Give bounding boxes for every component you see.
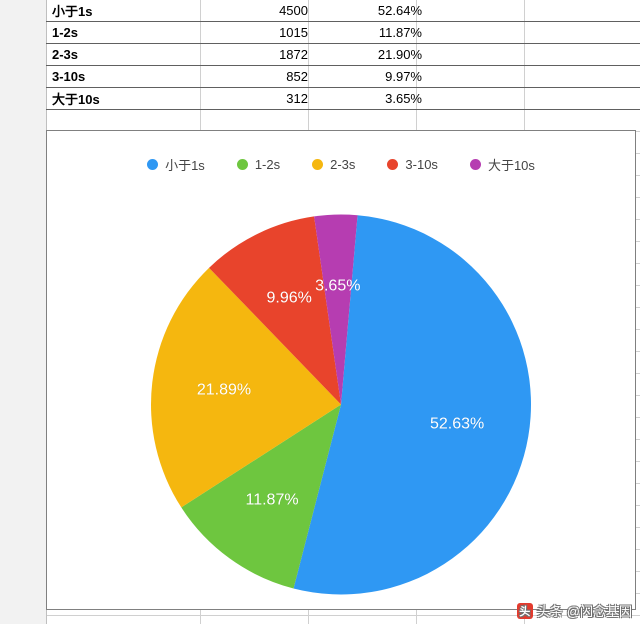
legend-label: 大于10s [488,155,535,174]
cell-percent: 9.97% [314,69,428,84]
legend-swatch [387,159,398,170]
cell-label: 1-2s [46,25,200,40]
pie-slice-label: 52.63% [430,415,484,433]
legend-swatch [237,159,248,170]
legend-label: 小于1s [165,155,205,174]
cell-label: 小于1s [46,1,200,20]
cell-label: 2-3s [46,47,200,62]
pie-slice-label: 11.87% [245,491,298,509]
cell-count: 4500 [200,3,314,18]
cell-percent: 52.64% [314,3,428,18]
cell-count: 312 [200,91,314,106]
legend-item: 3-10s [387,155,438,174]
pie-slice-label: 21.89% [197,382,251,400]
table-row: 小于1s 4500 52.64% [46,0,640,22]
legend-swatch [147,159,158,170]
pie-slice-label: 9.96% [267,290,312,308]
table-row: 大于10s 312 3.65% [46,88,640,110]
spreadsheet-sheet: 小于1s 4500 52.64% 1-2s 1015 11.87% 2-3s 1… [0,0,640,624]
legend-item: 小于1s [147,155,205,174]
pie-chart: 52.63% 11.87% 21.89% 9.96%3.65% [141,205,541,608]
legend-label: 2-3s [330,157,355,172]
table-row: 3-10s 852 9.97% [46,66,640,88]
table-row: 1-2s 1015 11.87% [46,22,640,44]
pie-slice-label: 3.65% [315,278,360,296]
cell-label: 3-10s [46,69,200,84]
pie-chart-card: 小于1s 1-2s 2-3s 3-10s 大于10s 52.63% 11.87% 2… [46,130,636,610]
legend-item: 大于10s [470,155,535,174]
legend-item: 2-3s [312,155,355,174]
data-table: 小于1s 4500 52.64% 1-2s 1015 11.87% 2-3s 1… [46,0,640,110]
legend-item: 1-2s [237,155,280,174]
chart-legend: 小于1s 1-2s 2-3s 3-10s 大于10s [47,155,635,174]
cell-label: 大于10s [46,89,200,108]
legend-label: 1-2s [255,157,280,172]
cell-percent: 3.65% [314,91,428,106]
cell-percent: 11.87% [314,25,428,40]
cell-count: 1015 [200,25,314,40]
toutiao-icon: 头 [517,603,533,619]
watermark-prefix: 头条 [537,601,563,620]
watermark-author: @闪念基因 [567,601,632,620]
watermark: 头 头条 @闪念基因 [517,601,632,620]
cell-count: 852 [200,69,314,84]
table-row: 2-3s 1872 21.90% [46,44,640,66]
legend-swatch [470,159,481,170]
legend-swatch [312,159,323,170]
row-header-gutter [0,0,47,624]
cell-percent: 21.90% [314,47,428,62]
legend-label: 3-10s [405,157,438,172]
cell-count: 1872 [200,47,314,62]
